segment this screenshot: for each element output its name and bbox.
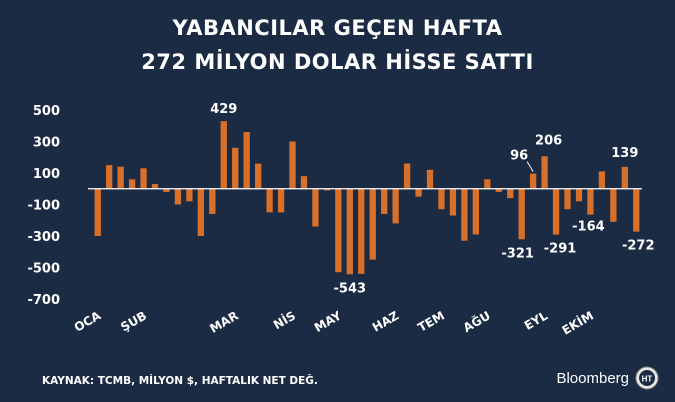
bar [151, 184, 159, 189]
x-month-label: MAR [207, 308, 240, 335]
bar [507, 188, 514, 199]
data-label: -164 [572, 220, 605, 235]
source-note: KAYNAK: TCMB, MİLYON $, HAFTALIK NET DEĞ… [42, 375, 318, 387]
bar [358, 188, 365, 274]
y-tick-label: 300 [33, 136, 60, 151]
x-month-label: NİS [270, 308, 298, 333]
bar [186, 188, 193, 202]
x-month-label: EYL [522, 308, 551, 333]
bar [552, 188, 560, 235]
bar [564, 188, 571, 210]
bar [232, 147, 239, 189]
bar [209, 188, 216, 214]
bar [484, 179, 491, 189]
bar [128, 179, 136, 189]
y-tick-label: -500 [27, 262, 60, 277]
bar [518, 188, 525, 240]
bar [369, 188, 376, 260]
bar [529, 173, 537, 189]
bar [472, 188, 480, 235]
bar [300, 176, 308, 189]
bar [266, 188, 273, 213]
bar [140, 168, 147, 189]
x-month-label: MAY [312, 308, 344, 335]
x-month-label: EKİM [559, 308, 596, 338]
data-label: -291 [544, 242, 577, 257]
y-tick-label: 500 [33, 104, 60, 119]
bar [587, 188, 594, 215]
bar [243, 132, 250, 189]
data-label: 96 [510, 149, 528, 164]
y-tick-label: -100 [27, 199, 60, 214]
x-month-label: OCA [72, 308, 104, 335]
bar [323, 188, 331, 191]
bar [598, 171, 606, 189]
data-label: -321 [501, 246, 534, 261]
bar [449, 188, 457, 216]
bar [495, 188, 502, 192]
bar [438, 188, 445, 210]
data-label: 206 [535, 133, 562, 148]
bar [117, 166, 124, 189]
y-tick-label: 100 [33, 167, 60, 182]
bar [277, 188, 285, 213]
bar [461, 188, 468, 241]
bar [335, 188, 342, 273]
bar [633, 188, 640, 232]
y-tick-label: -300 [27, 230, 60, 245]
bar [392, 188, 399, 224]
data-label: -543 [334, 281, 367, 296]
data-label: -272 [622, 239, 655, 254]
bar [541, 156, 548, 189]
bar [163, 188, 170, 192]
bar [621, 166, 628, 189]
brand-logo: Bloomberg [556, 370, 629, 387]
x-month-label: HAZ [370, 308, 402, 334]
bar [312, 188, 319, 227]
bar [346, 188, 353, 275]
bar [197, 188, 205, 236]
y-tick-label: -700 [27, 293, 60, 308]
bar [220, 121, 227, 189]
chart-title-line-1: YABANCILAR GEÇEN HAFTA [172, 16, 503, 40]
bar [106, 165, 113, 189]
bar [403, 163, 411, 189]
bar [415, 188, 422, 197]
x-month-label: ŞUB [118, 308, 149, 334]
bar [289, 141, 296, 189]
bar [426, 169, 434, 189]
bar [174, 188, 182, 205]
x-month-label: AĞU [460, 308, 493, 335]
ht-badge-text: HT [642, 375, 653, 384]
x-month-label: TEM [415, 308, 447, 334]
data-label: 139 [611, 146, 638, 161]
bar [381, 188, 388, 214]
bar [610, 188, 617, 222]
bar [94, 188, 101, 236]
leader-line [526, 161, 534, 172]
data-label: 429 [210, 102, 237, 117]
chart-title-line-2: 272 MİLYON DOLAR HİSSE SATTI [141, 50, 534, 74]
bar [575, 188, 583, 202]
ht-badge-icon: HT [635, 366, 659, 390]
bar [254, 163, 262, 189]
